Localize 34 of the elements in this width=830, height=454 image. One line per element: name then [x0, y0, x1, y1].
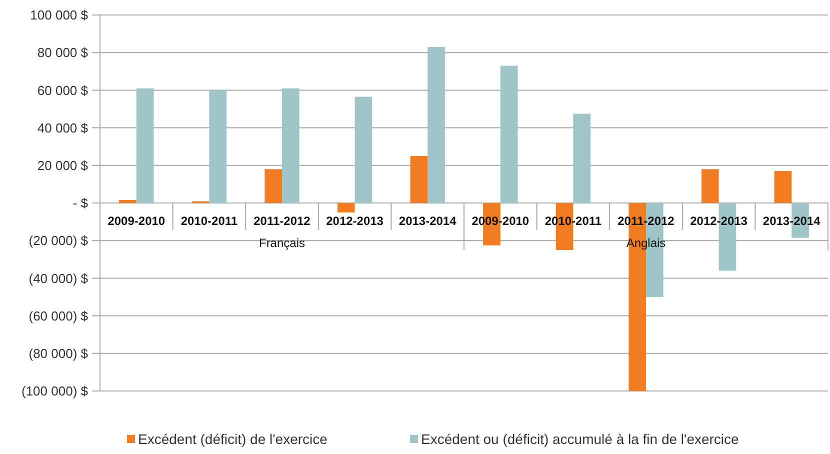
y-tick-label: 20 000 $ — [37, 158, 89, 173]
legend-label: Excédent (déficit) de l'exercice — [138, 430, 328, 447]
y-tick-label: (20 000) $ — [28, 233, 89, 248]
y-tick-label: (100 000) $ — [22, 384, 89, 399]
bar — [264, 169, 282, 203]
x-tick-label: 2010-2011 — [180, 214, 238, 228]
bar — [410, 156, 428, 203]
y-tick-label: 40 000 $ — [37, 120, 89, 136]
bar — [428, 46, 445, 203]
bar — [354, 96, 372, 203]
bar — [282, 88, 300, 203]
x-tick-label: 2012-2013 — [690, 214, 748, 228]
y-tick-label: (60 000) $ — [28, 308, 89, 324]
y-tick-label: 60 000 $ — [37, 82, 89, 98]
y-tick-label: (80 000) $ — [28, 346, 89, 361]
y-tick-label: 100 000 $ — [30, 8, 89, 23]
x-tick-label: 2013-2014 — [398, 214, 457, 228]
bar — [573, 114, 591, 203]
y-tick-label: 80 000 $ — [37, 45, 89, 60]
bar — [119, 200, 136, 203]
x-tick-label: 2011-2012 — [254, 214, 311, 228]
bar — [701, 169, 719, 203]
x-tick-label: 2009-2010 — [108, 214, 166, 228]
bar — [500, 66, 518, 203]
bar — [136, 88, 154, 203]
x-tick-label: 2013-2014 — [762, 214, 821, 228]
bar — [209, 90, 227, 203]
annotation: Français — [258, 236, 306, 250]
legend-label: Excédent ou (déficit) accumulé à la fin de l'exercice — [421, 430, 740, 447]
bar — [774, 171, 792, 203]
y-tick-label: (40 000) $ — [28, 270, 89, 286]
y-tick-label: - $ — [72, 196, 89, 211]
x-tick-label: 2012-2013 — [326, 214, 384, 228]
bar — [337, 203, 355, 212]
